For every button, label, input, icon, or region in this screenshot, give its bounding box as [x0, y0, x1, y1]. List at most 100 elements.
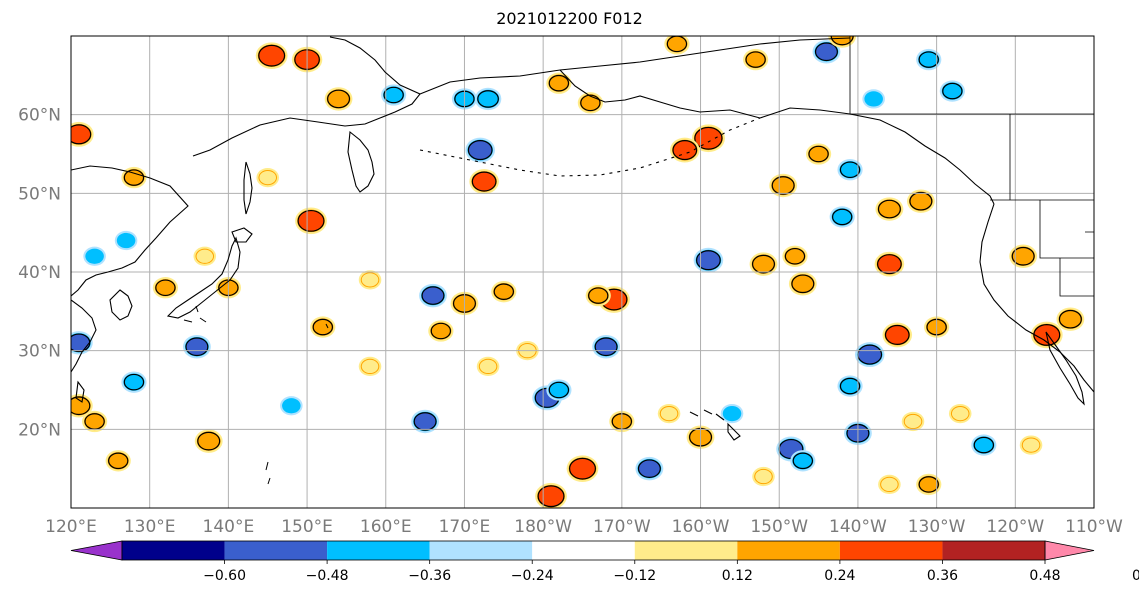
- positive-anomaly: [105, 450, 131, 472]
- positive-anomaly: [1009, 244, 1038, 269]
- lat-tick-label: 30°N: [18, 342, 61, 362]
- lon-tick-label: 150°W: [750, 517, 808, 537]
- anomaly-core: [918, 476, 939, 493]
- colorbar-box: [429, 541, 533, 560]
- anomaly-core: [755, 469, 772, 484]
- coast-alaska: [759, 107, 995, 205]
- anomaly-core: [71, 396, 91, 416]
- anomaly-core: [751, 254, 776, 274]
- anomaly-core: [745, 51, 766, 68]
- anomaly-core: [904, 414, 922, 429]
- anomaly-core: [493, 283, 515, 300]
- positive-anomaly: [295, 207, 327, 235]
- coast-japan: [166, 236, 241, 319]
- map-frame: [70, 35, 1095, 509]
- positive-anomaly: [670, 137, 700, 163]
- colorbar: −0.60 −0.48 −0.36 −0.24 −0.12 0.12 0.24 0.36 0.4…: [70, 540, 1139, 584]
- anomaly-core: [86, 249, 103, 263]
- coast-alaska-west: [559, 69, 761, 119]
- colorbar-label: −0.36: [408, 568, 451, 584]
- colorbar-box: [224, 541, 328, 560]
- negative-anomaly: [121, 371, 147, 393]
- coast-islands: [183, 305, 329, 485]
- negative-anomaly: [182, 334, 211, 359]
- anomaly-core: [660, 406, 678, 421]
- negative-anomaly: [71, 331, 93, 355]
- anomaly-core: [196, 249, 214, 263]
- colorbar-label: −0.12: [613, 568, 656, 584]
- anomaly-core: [185, 337, 209, 357]
- anomaly-core: [694, 126, 723, 150]
- anomaly-core: [865, 92, 882, 106]
- coast-china: [71, 299, 97, 373]
- negative-anomaly: [635, 456, 664, 481]
- anomaly-core: [588, 287, 609, 304]
- coast-sakhalin: [243, 161, 253, 215]
- anomaly-core: [477, 90, 499, 108]
- positive-anomaly: [805, 143, 832, 165]
- positive-anomaly: [255, 42, 288, 69]
- axis-tick-labels: 20°N 30°N 40°N 50°N 60°N 120°E 130°E 140°E 150°E…: [18, 106, 1123, 537]
- colorbar-label: 0.36: [927, 568, 958, 584]
- anomaly-core: [877, 254, 902, 275]
- coast-kamchatka: [347, 130, 375, 193]
- negative-anomaly: [916, 48, 942, 71]
- positive-anomaly: [121, 166, 147, 189]
- negative-anomaly: [419, 283, 447, 308]
- positive-anomaly: [749, 252, 778, 276]
- coast-hawaii: [689, 409, 741, 441]
- anomaly-core: [361, 359, 379, 374]
- anomaly-core: [537, 485, 565, 508]
- positive-anomaly: [901, 411, 925, 432]
- anomaly-core: [784, 247, 806, 265]
- colorbar-label: 0.48: [1029, 568, 1060, 584]
- anomaly-core: [258, 44, 286, 67]
- anomaly-core: [123, 373, 145, 391]
- lon-tick-label: 160°W: [672, 517, 730, 537]
- anomaly-core: [580, 94, 601, 112]
- negative-anomaly: [790, 450, 816, 472]
- border-canada: [849, 36, 1094, 297]
- positive-anomaly: [152, 277, 179, 299]
- anomaly-core: [297, 209, 325, 232]
- positive-anomaly: [906, 189, 935, 213]
- colorbar-label: 0.24: [824, 568, 855, 584]
- anomaly-core: [123, 169, 145, 186]
- negative-anomaly: [862, 89, 885, 109]
- positive-anomaly: [324, 87, 353, 111]
- anomaly-core: [155, 279, 176, 297]
- anomaly-core: [831, 208, 853, 226]
- negative-anomaly: [837, 375, 863, 397]
- positive-anomaly: [882, 322, 913, 348]
- anomaly-core: [471, 171, 497, 192]
- positive-anomaly: [428, 320, 454, 342]
- anomaly-core: [808, 145, 829, 163]
- positive-anomaly: [358, 356, 382, 377]
- plot-title: 2021012200 F012: [496, 9, 643, 28]
- anomaly-core: [791, 274, 815, 294]
- colorbar-label: 0.60: [1132, 568, 1139, 584]
- anomaly-core: [361, 273, 379, 287]
- negative-anomaly: [971, 434, 997, 456]
- lon-tick-label: 110°W: [1065, 517, 1123, 537]
- coast-alaska-north: [419, 37, 851, 95]
- positive-anomaly: [743, 48, 769, 71]
- lon-tick-label: 180°W: [514, 517, 572, 537]
- positive-anomaly: [916, 473, 942, 496]
- negative-anomaly: [114, 230, 138, 251]
- colorbar-label: −0.48: [306, 568, 349, 584]
- lon-tick-label: 130°E: [124, 517, 176, 537]
- negative-anomaly: [854, 342, 885, 368]
- positive-anomaly: [577, 92, 603, 114]
- anomaly-core: [672, 140, 698, 161]
- coast-korea: [109, 289, 133, 321]
- lat-tick-label: 60°N: [18, 106, 61, 126]
- negative-anomaly: [812, 39, 841, 64]
- negative-anomaly: [546, 379, 572, 401]
- colorbar-box: [942, 541, 1045, 560]
- negative-anomaly: [829, 206, 855, 228]
- negative-anomaly: [83, 246, 106, 266]
- anomaly-core: [792, 452, 814, 470]
- coast-hokkaido: [231, 227, 253, 243]
- anomaly-core: [548, 74, 570, 92]
